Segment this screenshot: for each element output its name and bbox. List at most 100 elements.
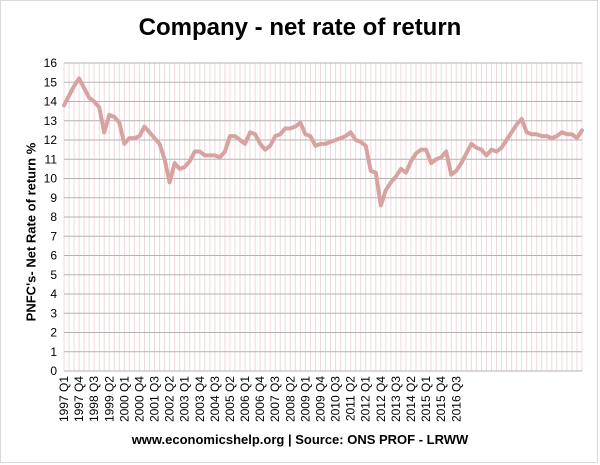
data-point <box>122 142 126 146</box>
series-line <box>62 76 584 208</box>
series-layer <box>62 76 584 208</box>
x-tick-label: 2009 Q1 <box>298 376 312 422</box>
data-point <box>464 151 468 155</box>
y-tick-label: 7 <box>50 229 57 243</box>
data-point <box>288 126 292 130</box>
x-tick-label: 1997 Q4 <box>72 376 86 422</box>
data-point <box>92 100 96 103</box>
data-point <box>137 134 141 138</box>
data-point <box>414 151 418 155</box>
y-tick-label: 14 <box>44 95 58 109</box>
x-tick-label: 2002 Q2 <box>163 376 177 422</box>
data-point <box>374 171 378 175</box>
x-tick-label: 2001 Q3 <box>148 376 162 422</box>
data-point <box>510 130 514 134</box>
data-point <box>223 150 227 154</box>
data-point <box>530 132 534 136</box>
x-tick-label: 1997 Q1 <box>57 376 71 422</box>
y-tick-label: 0 <box>50 364 57 378</box>
data-point <box>278 132 282 136</box>
data-point <box>334 138 338 142</box>
data-point <box>439 155 443 159</box>
data-point <box>77 76 81 80</box>
data-point <box>354 138 358 142</box>
x-tick-label: 2016 Q3 <box>449 376 463 422</box>
data-point <box>313 144 317 148</box>
data-point <box>203 153 207 157</box>
data-point <box>565 132 569 136</box>
source-caption: www.economicshelp.org | Source: ONS PROF… <box>131 432 469 447</box>
data-point <box>258 142 262 146</box>
data-point <box>505 138 509 142</box>
data-point <box>449 173 453 177</box>
data-point <box>198 150 202 154</box>
horizontal-gridlines <box>64 62 582 372</box>
y-tick-label: 8 <box>50 210 57 224</box>
data-point <box>107 113 111 117</box>
x-tick-label: 2015 Q4 <box>434 376 448 422</box>
y-tick-label: 3 <box>50 306 57 320</box>
y-tick-label: 6 <box>50 249 57 263</box>
data-point <box>163 157 167 161</box>
data-point <box>424 148 428 152</box>
data-point <box>550 136 554 140</box>
x-tick-label: 1998 Q3 <box>87 376 101 422</box>
data-point <box>253 132 257 136</box>
data-point <box>67 94 71 98</box>
data-point <box>540 134 544 138</box>
x-tick-label: 2006 Q4 <box>253 376 267 422</box>
data-point <box>520 117 524 121</box>
x-tick-label: 2011 Q2 <box>344 376 358 421</box>
data-point <box>178 167 182 171</box>
data-point <box>168 180 172 184</box>
data-point <box>525 130 529 134</box>
x-tick-label: 2008 Q2 <box>283 376 297 422</box>
data-point <box>213 153 217 157</box>
data-point <box>384 188 388 192</box>
y-tick-label: 12 <box>44 133 58 147</box>
x-tick-label: 2005 Q2 <box>223 376 237 422</box>
data-point <box>72 84 76 88</box>
data-point <box>349 130 353 134</box>
x-tick-label: 2006 Q1 <box>238 376 252 422</box>
x-tick-label: 2007 Q3 <box>268 376 282 422</box>
x-tick-label: 2009 Q4 <box>313 376 327 422</box>
data-point <box>183 165 187 169</box>
data-point <box>419 148 423 152</box>
y-tick-label: 13 <box>44 114 58 128</box>
data-point <box>238 138 242 142</box>
data-point <box>459 161 463 165</box>
x-tick-label: 2013 Q3 <box>389 376 403 422</box>
data-point <box>580 128 584 132</box>
data-point <box>329 140 333 144</box>
y-tick-label: 5 <box>50 268 57 282</box>
data-point <box>173 161 177 165</box>
data-point <box>500 146 504 150</box>
data-point <box>479 148 483 152</box>
data-point <box>102 130 106 134</box>
data-point <box>293 125 297 129</box>
chart-title: Company - net rate of return <box>138 14 462 41</box>
data-point <box>268 144 272 148</box>
data-point <box>515 123 519 127</box>
x-tick-labels: 1997 Q1 1997 Q4 1998 Q3 1999 Q2 2000 Q1 2000 … <box>57 376 463 422</box>
data-point <box>444 150 448 154</box>
x-tick-label: 2000 Q4 <box>132 376 146 422</box>
data-point <box>545 134 549 138</box>
x-tick-label: 2012 Q1 <box>359 376 373 422</box>
data-point <box>308 134 312 138</box>
data-point <box>394 175 398 179</box>
data-point <box>399 167 403 171</box>
data-point <box>344 134 348 138</box>
data-point <box>117 121 121 125</box>
data-point <box>263 148 267 152</box>
data-point <box>62 103 66 107</box>
data-point <box>570 132 574 136</box>
data-point <box>188 159 192 163</box>
y-tick-label: 1 <box>50 345 57 359</box>
data-point <box>324 142 328 146</box>
x-tick-label: 2010 Q3 <box>329 376 343 422</box>
